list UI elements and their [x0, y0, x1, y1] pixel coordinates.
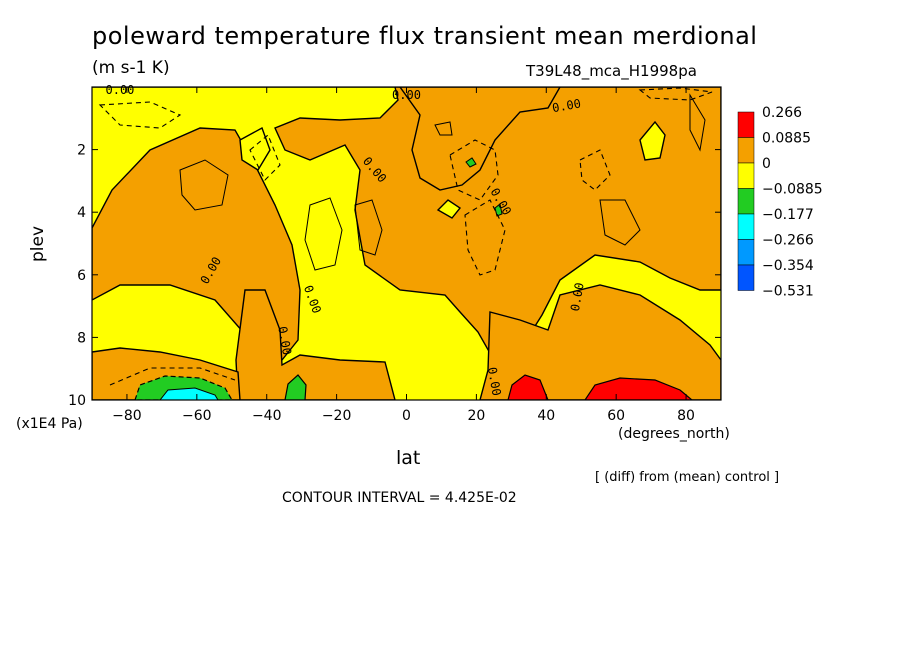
dashed-contour: [98, 101, 182, 129]
solid-contour: [304, 197, 343, 271]
solid-contour: [599, 199, 641, 246]
x-tick-label: −40: [252, 408, 282, 424]
x-tick-label: 20: [467, 408, 485, 424]
colorbar: 0.266 0.0885 0 −0.0885 −0.177 −0.266 −0.354 −0.…: [737, 105, 823, 300]
strong-positive-region: [507, 374, 549, 400]
colorbar-swatch: [737, 239, 755, 266]
diff-note: [ (diff) from (mean) control ]: [595, 470, 780, 485]
colorbar-label: −0.354: [762, 258, 814, 274]
colorbar-swatch: [737, 162, 755, 189]
y-tick-label: 4: [77, 205, 86, 221]
y-axis-label: plev: [28, 225, 48, 262]
solid-contour: [689, 93, 706, 152]
dashed-contour: [464, 199, 506, 276]
colorbar-label: −0.0885: [762, 182, 823, 198]
negative-pocket: [239, 126, 271, 171]
contour-label: 0.00: [551, 96, 582, 115]
x-axis-unit: (degrees_north): [618, 426, 730, 442]
y-tick-label: 8: [77, 330, 86, 346]
x-axis: −80 −60 −40 −20 0 20 40 60 80: [112, 87, 695, 424]
dashed-contour: [638, 87, 713, 101]
dashed-contour: [249, 134, 281, 181]
green-region: [465, 157, 477, 168]
colorbar-swatch: [737, 111, 755, 138]
x-tick-label: 0: [402, 408, 411, 424]
dashed-contour: [109, 367, 236, 386]
dashed-contour: [449, 139, 499, 201]
chart-title: poleward temperature flux transient mean…: [92, 22, 758, 50]
green-region: [284, 374, 307, 400]
strong-positive-region: [584, 377, 693, 400]
run-label: T39L48_mca_H1998pa: [526, 62, 697, 80]
colorbar-label: −0.531: [762, 284, 814, 300]
solid-contour: [354, 199, 383, 256]
colorbar-label: −0.177: [762, 207, 814, 223]
y-tick-label: 10: [68, 393, 86, 409]
positive-region: [479, 284, 721, 400]
green-region: [494, 203, 503, 217]
dashed-contour: [579, 149, 611, 191]
contour-label: 0.00: [106, 83, 135, 97]
positive-region: [399, 87, 561, 191]
x-tick-label: 80: [677, 408, 695, 424]
x-tick-label: −80: [112, 408, 142, 424]
colorbar-label: −0.266: [762, 233, 814, 249]
y-axis: 2 4 6 8 10: [68, 143, 721, 409]
negative-pocket: [639, 120, 666, 161]
colorbar-swatch: [737, 188, 755, 215]
solid-contour: [179, 159, 229, 211]
negative-pocket: [436, 199, 462, 219]
contour-label: 0.00: [485, 366, 504, 397]
x-tick-label: 60: [607, 408, 625, 424]
y-tick-label: 2: [77, 143, 86, 159]
colorbar-swatch: [737, 137, 755, 164]
contour-label: 0.00: [568, 281, 587, 312]
x-tick-label: −60: [182, 408, 212, 424]
contour-label: 0.00: [275, 325, 294, 356]
solid-contours: [179, 93, 706, 271]
colorbar-label: 0.0885: [762, 131, 811, 147]
colorbar-swatch: [737, 213, 755, 240]
y-tick-label: 6: [77, 268, 86, 284]
solid-contour: [434, 121, 453, 136]
y-axis-unit: (x1E4 Pa): [16, 416, 83, 432]
contour-label: 0.00: [392, 88, 421, 102]
dashed-contours: [98, 87, 713, 386]
colorbar-swatch: [737, 264, 755, 291]
units-label: (m s-1 K): [92, 58, 170, 78]
colorbar-label: 0: [762, 156, 771, 172]
x-tick-label: 40: [537, 408, 555, 424]
positive-region: [92, 87, 721, 363]
x-axis-label: lat: [396, 447, 421, 469]
cyan-region: [159, 387, 219, 400]
colorbar-label: 0.266: [762, 105, 802, 121]
contour-interval: CONTOUR INTERVAL = 4.425E-02: [282, 490, 517, 506]
x-tick-label: −20: [322, 408, 352, 424]
